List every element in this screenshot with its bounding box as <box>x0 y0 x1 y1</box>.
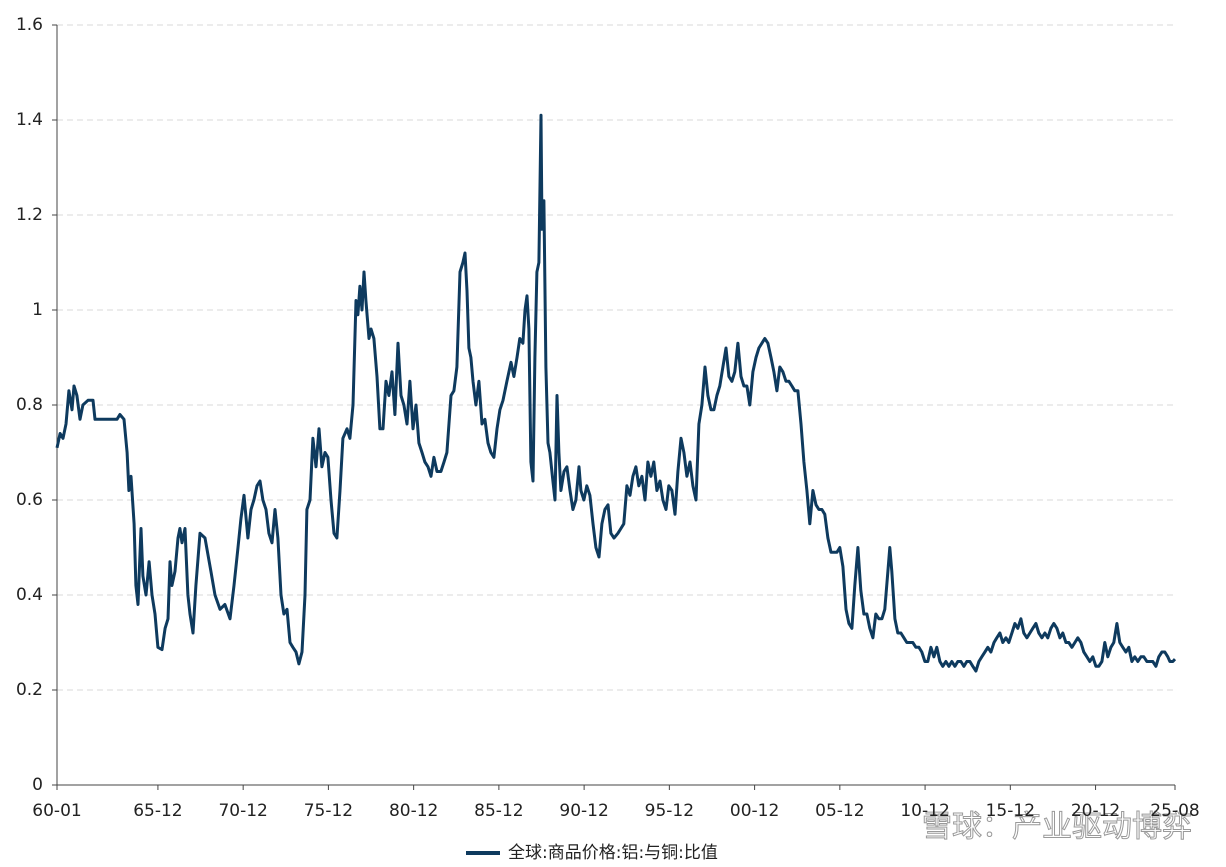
x-tick-label: 75-12 <box>304 801 353 821</box>
x-tick-label: 00-12 <box>730 801 779 821</box>
x-tick-label: 80-12 <box>389 801 438 821</box>
data-line <box>55 113 1177 673</box>
y-tick-label: 1.2 <box>16 205 43 225</box>
y-tick-label: 0.6 <box>16 490 43 510</box>
x-tick-label: 65-12 <box>133 801 182 821</box>
y-tick-label: 0.8 <box>16 395 43 415</box>
x-tick-label: 15-12 <box>986 801 1035 821</box>
y-tick-label: 0 <box>32 775 43 795</box>
x-tick-label: 10-12 <box>900 801 949 821</box>
legend-label: 全球:商品价格:铝:与铜:比值 <box>508 843 718 863</box>
x-tick-label: 20-12 <box>1071 801 1120 821</box>
x-tick-label: 05-12 <box>815 801 864 821</box>
x-tick-label: 25-08 <box>1150 801 1199 821</box>
y-tick-label: 1.4 <box>16 110 43 130</box>
watermark: 雪球：产业驱动博弈 <box>922 810 1192 845</box>
x-tick-label: 60-01 <box>32 801 81 821</box>
x-tick-label: 95-12 <box>645 801 694 821</box>
y-tick-label: 0.2 <box>16 680 43 700</box>
y-tick-label: 0.4 <box>16 585 43 605</box>
y-tick-label: 1.6 <box>16 15 43 35</box>
x-tick-label: 85-12 <box>474 801 523 821</box>
x-tick-label: 70-12 <box>218 801 267 821</box>
y-tick-label: 1 <box>32 300 43 320</box>
x-tick-label: 90-12 <box>559 801 608 821</box>
